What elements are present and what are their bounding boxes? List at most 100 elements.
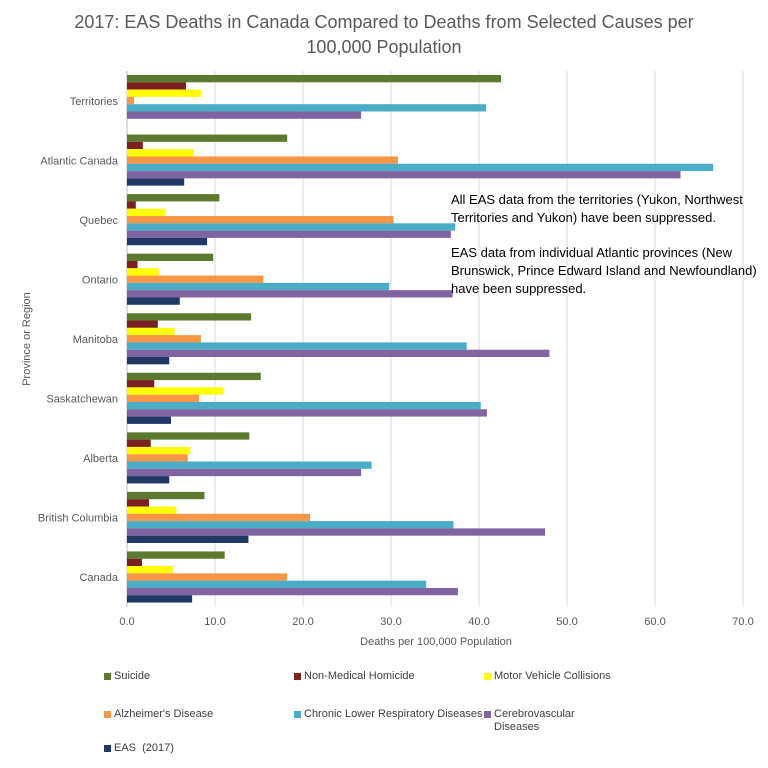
bar-saskatchewan-non-medical-homicide: [127, 380, 155, 388]
bar-territories-motor-vehicle-collisions: [127, 89, 201, 97]
bar-ontario-motor-vehicle-collisions: [127, 268, 159, 276]
bar-quebec-non-medical-homicide: [127, 201, 136, 209]
legend-swatch-suicide: [104, 673, 111, 680]
legend-swatch-alzheimers-disease: [104, 711, 111, 718]
legend-label-cerebrovascular-diseases: Cerebrovascular Diseases: [494, 708, 575, 733]
x-tick-label-2: 20.0: [292, 616, 313, 628]
bar-alberta-alzheimer-s-disease: [127, 454, 188, 462]
bar-manitoba-eas-2017: [127, 357, 170, 365]
bar-atlantic-canada-eas-2017: [127, 178, 185, 186]
legend-label-suicide: Suicide: [114, 670, 151, 682]
x-tick-label-3: 30.0: [380, 616, 401, 628]
legend-label-motor-vehicle-collisions: Motor Vehicle Collisions: [494, 670, 611, 682]
bar-canada-alzheimer-s-disease: [127, 573, 288, 581]
category-label-british-columbia: British Columbia: [38, 513, 119, 525]
bar-atlantic-canada-suicide: [127, 134, 288, 142]
annotation-atlantic-note: EAS data from individual Atlantic provin…: [451, 245, 757, 296]
legend-swatch-chronic-lower-respiratory-diseases: [294, 711, 301, 718]
bar-territories-alzheimer-s-disease: [127, 96, 135, 105]
x-tick-label-1: 10.0: [204, 616, 225, 628]
x-tick-label-6: 60.0: [644, 616, 665, 628]
bar-quebec-suicide: [127, 194, 220, 202]
bar-ontario-suicide: [127, 253, 214, 261]
bar-alberta-non-medical-homicide: [127, 439, 151, 447]
bar-alberta-eas-2017: [127, 476, 170, 484]
category-label-alberta: Alberta: [83, 453, 119, 465]
bar-saskatchewan-motor-vehicle-collisions: [127, 387, 223, 395]
chart-title-line-2: 100,000 Population: [306, 37, 462, 57]
bar-atlantic-canada-chronic-lower-respiratory-diseases: [127, 163, 714, 172]
bar-canada-eas-2017: [127, 595, 193, 603]
bar-atlantic-canada-cerebrovascular-diseases: [127, 171, 681, 179]
bar-ontario-cerebrovascular-diseases: [127, 290, 453, 298]
bar-alberta-chronic-lower-respiratory-diseases: [127, 461, 372, 469]
bar-atlantic-canada-non-medical-homicide: [127, 141, 143, 150]
bar-ontario-alzheimer-s-disease: [127, 275, 264, 283]
category-label-saskatchewan: Saskatchewan: [46, 394, 118, 406]
legend-label-non-medical-homicide: Non-Medical Homicide: [304, 670, 415, 682]
bar-british-columbia-non-medical-homicide: [127, 499, 149, 507]
bar-manitoba-motor-vehicle-collisions: [127, 327, 175, 336]
bar-ontario-eas-2017: [127, 297, 180, 305]
bar-alberta-suicide: [127, 432, 250, 440]
legend-label-chronic-lower-respiratory-diseases: Chronic Lower Respiratory Diseases: [304, 708, 483, 720]
bar-quebec-motor-vehicle-collisions: [127, 208, 165, 217]
legend-swatch-eas-2017: [104, 745, 111, 752]
bar-alberta-cerebrovascular-diseases: [127, 468, 362, 477]
bar-territories-suicide: [127, 75, 501, 83]
annotation-territories-note: All EAS data from the territories (Yukon…: [451, 192, 743, 225]
legend-swatch-motor-vehicle-collisions: [484, 673, 491, 680]
bar-territories-chronic-lower-respiratory-diseases: [127, 104, 487, 112]
category-label-quebec: Quebec: [79, 215, 118, 227]
x-tick-label-0: 0.0: [119, 616, 134, 628]
bar-british-columbia-motor-vehicle-collisions: [127, 506, 177, 514]
x-tick-label-5: 50.0: [556, 616, 577, 628]
bar-british-columbia-alzheimer-s-disease: [127, 513, 311, 522]
bar-quebec-chronic-lower-respiratory-diseases: [127, 223, 456, 231]
bar-manitoba-suicide: [127, 313, 252, 321]
bar-manitoba-alzheimer-s-disease: [127, 335, 201, 343]
bar-manitoba-cerebrovascular-diseases: [127, 349, 550, 358]
category-label-atlantic-canada: Atlantic Canada: [40, 155, 119, 167]
category-label-territories: Territories: [70, 96, 119, 108]
bar-manitoba-chronic-lower-respiratory-diseases: [127, 342, 467, 350]
bar-quebec-eas-2017: [127, 237, 208, 246]
category-label-manitoba: Manitoba: [73, 334, 119, 346]
bar-british-columbia-suicide: [127, 491, 205, 500]
legend-label-eas-2017: EAS (2017): [114, 742, 174, 754]
bar-canada-cerebrovascular-diseases: [127, 587, 458, 596]
chart-title: 2017: EAS Deaths in Canada Compared to D…: [0, 10, 768, 60]
bar-ontario-chronic-lower-respiratory-diseases: [127, 282, 390, 291]
y-axis-title: Province or Region: [21, 292, 33, 386]
legend-label-alzheimers-disease: Alzheimer's Disease: [114, 708, 214, 720]
bar-saskatchewan-suicide: [127, 372, 261, 381]
legend-swatch-non-medical-homicide: [294, 673, 301, 680]
x-tick-label-7: 70.0: [732, 616, 753, 628]
bar-british-columbia-chronic-lower-respiratory-diseases: [127, 521, 454, 529]
bar-alberta-motor-vehicle-collisions: [127, 446, 191, 455]
bar-saskatchewan-alzheimer-s-disease: [127, 394, 200, 402]
bar-saskatchewan-cerebrovascular-diseases: [127, 409, 487, 417]
bar-saskatchewan-eas-2017: [127, 416, 171, 424]
bar-british-columbia-cerebrovascular-diseases: [127, 528, 545, 536]
x-axis-title: Deaths per 100,000 Population: [360, 636, 512, 648]
bar-manitoba-non-medical-homicide: [127, 320, 158, 328]
bar-ontario-non-medical-homicide: [127, 260, 138, 269]
bar-territories-non-medical-homicide: [127, 82, 186, 90]
bar-canada-chronic-lower-respiratory-diseases: [127, 580, 427, 588]
bar-canada-non-medical-homicide: [127, 558, 142, 567]
legend-swatch-cerebrovascular-diseases: [484, 711, 491, 718]
bar-atlantic-canada-motor-vehicle-collisions: [127, 149, 194, 157]
bar-quebec-cerebrovascular-diseases: [127, 230, 451, 238]
bar-saskatchewan-chronic-lower-respiratory-diseases: [127, 401, 481, 410]
category-label-ontario: Ontario: [82, 274, 118, 286]
bar-quebec-alzheimer-s-disease: [127, 216, 394, 224]
chart-title-line-1: 2017: EAS Deaths in Canada Compared to D…: [74, 12, 694, 32]
bar-territories-cerebrovascular-diseases: [127, 111, 362, 119]
category-label-canada: Canada: [79, 572, 118, 584]
bar-canada-suicide: [127, 551, 225, 559]
bar-british-columbia-eas-2017: [127, 535, 249, 543]
x-tick-label-4: 40.0: [468, 616, 489, 628]
bar-atlantic-canada-alzheimer-s-disease: [127, 156, 399, 164]
